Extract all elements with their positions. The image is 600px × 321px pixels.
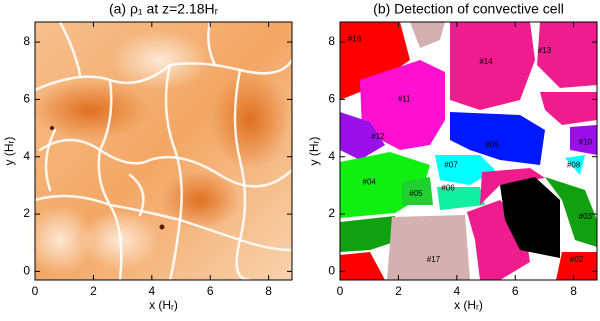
x-tick-label: 6: [207, 284, 214, 298]
x-axis-label: x (Hᵣ): [149, 298, 178, 312]
chart-title: (a) ρ₁ at z=2.18Hᵣ: [109, 1, 219, 17]
x-tick-label: 6: [512, 284, 519, 298]
y-tick-label: 8: [328, 34, 335, 48]
cell-label: #03: [579, 212, 593, 221]
x-tick-label: 0: [337, 284, 344, 298]
y-tick-label: 2: [23, 206, 30, 220]
x-tick-label: 8: [265, 284, 272, 298]
y-tick-label: 8: [23, 34, 30, 48]
cell-label: #04: [363, 178, 377, 187]
cell-label: #08: [567, 160, 581, 169]
y-tick-label: 2: [328, 206, 335, 220]
y-tick-label: 6: [23, 92, 30, 106]
density-map: [25, 20, 294, 282]
x-axis-label: x (Hᵣ): [454, 298, 483, 312]
chart-title: (b) Detection of convective cell: [373, 1, 564, 17]
y-tick-label: 4: [328, 149, 335, 163]
y-tick-label: 4: [23, 149, 30, 163]
cell-label: #05: [409, 189, 423, 198]
x-tick-label: 2: [90, 284, 97, 298]
cell-label: #14: [479, 57, 493, 66]
x-tick-label: 2: [395, 284, 402, 298]
cell-label: #12: [371, 132, 385, 141]
cell-label: #10: [579, 138, 593, 147]
x-tick-label: 4: [453, 284, 460, 298]
y-axis-label: y (Hᵣ): [2, 137, 16, 166]
y-tick-label: 6: [328, 92, 335, 106]
y-tick-label: 0: [328, 264, 335, 278]
plot-frame: [339, 21, 598, 281]
plot-frame: [34, 21, 293, 281]
cell-label: #11: [398, 95, 411, 104]
x-tick-label: 0: [32, 284, 39, 298]
x-tick-label: 4: [148, 284, 155, 298]
cell-label: #01: [520, 209, 534, 218]
cell-label: #02: [570, 255, 584, 264]
y-axis-label: y (Hᵣ): [307, 137, 321, 166]
y-tick-label: 0: [23, 264, 30, 278]
cell-label: #13: [538, 46, 552, 55]
x-tick-label: 8: [570, 284, 577, 298]
cell-label: #06: [441, 183, 455, 192]
cell-label: #17: [427, 255, 441, 264]
cell-label: #07: [444, 160, 458, 169]
segmentation-map: [340, 22, 597, 280]
cell-label: #09: [485, 140, 499, 149]
cell-label: #16: [348, 34, 362, 43]
